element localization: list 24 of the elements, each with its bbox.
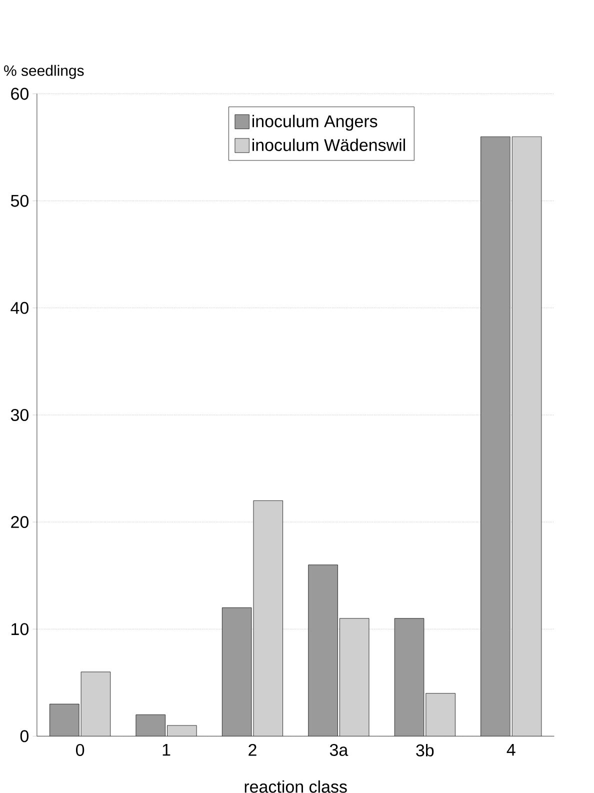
x-tick-label: 2: [248, 744, 256, 756]
bar: [426, 693, 456, 736]
x-tick-label: 3b: [416, 744, 434, 756]
bar: [167, 725, 197, 736]
y-tick-label: 20: [11, 516, 28, 528]
y-tick-label: 60: [11, 88, 28, 100]
bar: [480, 136, 510, 736]
y-tick-label: 40: [10, 302, 28, 314]
bar: [340, 618, 369, 736]
y-tick-label: 10: [12, 623, 28, 636]
x-axis-title: reaction class: [244, 780, 347, 793]
x-tick-label: 4: [506, 744, 516, 756]
bar: [512, 136, 542, 736]
bar: [81, 672, 110, 736]
y-axis-title: % seedlings: [4, 64, 84, 79]
y-tick-label: 0: [20, 730, 28, 742]
x-tick-label: 0: [76, 744, 84, 756]
legend-label: inoculum Wädenswil: [252, 138, 405, 152]
legend-label: inoculum Angers: [252, 114, 378, 131]
x-tick-label: 3a: [330, 744, 348, 756]
y-tick-label: 30: [10, 408, 28, 421]
y-tick-label: 50: [10, 194, 28, 207]
x-tick-label: 1: [162, 744, 170, 756]
bar: [253, 500, 283, 736]
